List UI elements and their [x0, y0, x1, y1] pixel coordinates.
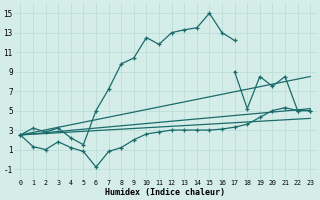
X-axis label: Humidex (Indice chaleur): Humidex (Indice chaleur) — [105, 188, 225, 197]
